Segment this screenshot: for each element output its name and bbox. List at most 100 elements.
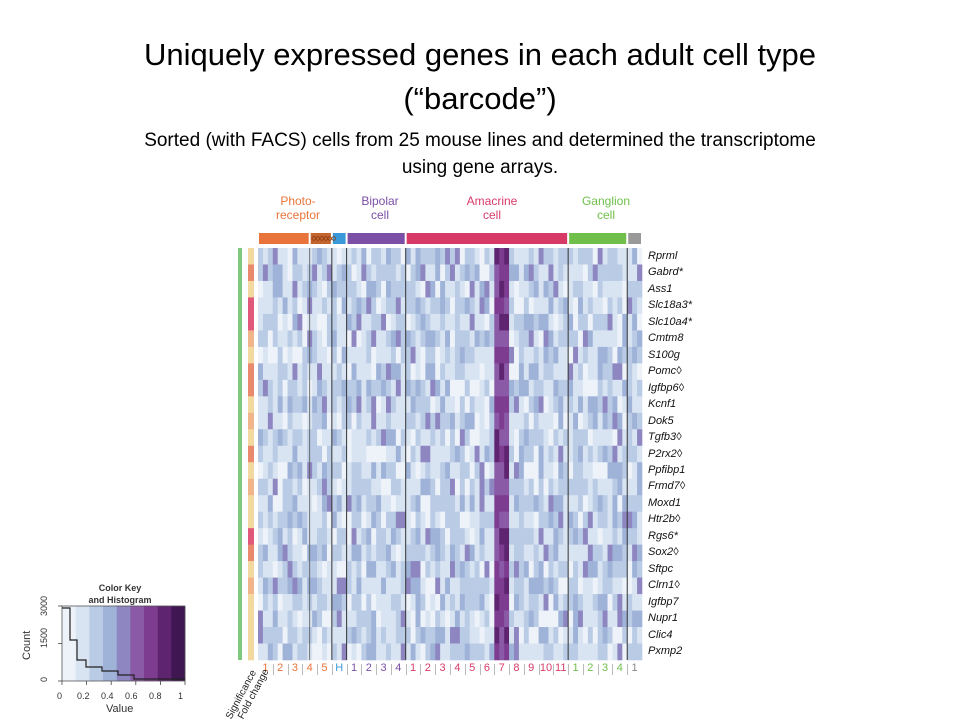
heatmap-cell	[528, 363, 534, 381]
heatmap-cell	[262, 297, 269, 315]
heatmap-cell	[582, 445, 589, 463]
heatmap-cell	[272, 297, 278, 315]
heatmap-cell	[514, 412, 520, 430]
heatmap-cell	[322, 445, 328, 463]
heatmap-cell	[297, 346, 303, 364]
heatmap-cell	[331, 511, 338, 529]
heatmap-cell	[450, 643, 456, 661]
heatmap-cell	[553, 396, 559, 414]
heatmap-cell	[336, 248, 342, 265]
heatmap-cell	[351, 577, 357, 595]
heatmap-cell	[479, 346, 485, 364]
heatmap-cell	[312, 363, 318, 381]
heatmap-cell	[469, 412, 475, 430]
heatmap-cell	[440, 412, 446, 430]
heatmap-cell	[469, 495, 475, 512]
heatmap-cell	[533, 445, 539, 463]
heatmap-cell	[336, 412, 342, 430]
heatmap-cell	[459, 627, 466, 644]
heatmap-cell	[504, 248, 510, 265]
heatmap-cell	[602, 280, 608, 298]
heatmap-cell	[479, 627, 485, 644]
heatmap-cell	[553, 561, 559, 578]
heatmap-cell	[405, 462, 411, 480]
heatmap-cell	[504, 495, 510, 512]
heatmap-cell	[331, 495, 338, 512]
heatmap-cell	[287, 248, 293, 265]
heatmap-cell	[607, 643, 613, 661]
column-number-label: 1	[262, 662, 269, 674]
heatmap-cell	[287, 313, 293, 331]
heatmap-cell	[553, 379, 559, 397]
heatmap-cell	[381, 610, 387, 628]
heatmap-cell	[425, 379, 431, 397]
heatmap-cell	[587, 528, 594, 545]
heatmap-cell	[592, 627, 598, 644]
heatmap-cell	[528, 330, 534, 348]
heatmap-cell	[435, 445, 441, 463]
heatmap-cell	[341, 462, 347, 480]
heatmap-cell	[454, 445, 461, 463]
heatmap-cell	[533, 379, 539, 397]
column-number-label: 2	[587, 662, 594, 674]
heatmap-cell	[267, 627, 274, 644]
heatmap-cell	[538, 627, 544, 644]
heatmap-cell	[637, 544, 643, 562]
heatmap-cell	[587, 280, 594, 298]
heatmap-cell	[331, 396, 338, 414]
heatmap-cell	[356, 429, 362, 447]
heatmap-cell	[494, 445, 500, 463]
heatmap-cell	[386, 627, 392, 644]
heatmap-cell	[587, 412, 594, 430]
heatmap-cell	[587, 544, 594, 562]
heatmap-cell	[317, 495, 323, 512]
heatmap-cell	[410, 495, 416, 512]
heatmap-cell	[326, 280, 333, 298]
heatmap-cell	[464, 610, 470, 628]
heatmap-cell	[262, 478, 269, 496]
heatmap-cell	[400, 346, 406, 364]
heatmap-cell	[464, 396, 470, 414]
fold-change-cell	[248, 297, 254, 315]
heatmap-cell	[592, 264, 598, 282]
heatmap-cell	[395, 561, 402, 578]
heatmap-cell	[568, 280, 574, 298]
heatmap-cell	[425, 610, 431, 628]
heatmap-cell	[543, 610, 549, 628]
heatmap-cell	[440, 396, 446, 414]
heatmap-cell	[627, 528, 633, 545]
heatmap-cell	[361, 544, 367, 562]
heatmap-cell	[361, 478, 367, 496]
heatmap-cell	[282, 511, 288, 529]
heatmap-cell	[523, 346, 530, 364]
heatmap-cell	[568, 528, 574, 545]
heatmap-cell	[607, 346, 613, 364]
heatmap-cell	[538, 363, 544, 381]
heatmap-cell	[415, 313, 421, 331]
heatmap-cell	[592, 544, 598, 562]
heatmap-cell	[607, 610, 613, 628]
heatmap-cell	[351, 264, 357, 282]
heatmap-cell	[292, 248, 298, 265]
heatmap-cell	[558, 445, 564, 463]
heatmap-cell	[351, 445, 357, 463]
heatmap-cell	[568, 462, 574, 480]
heatmap-cell	[346, 363, 352, 381]
heatmap-cell	[336, 544, 342, 562]
heatmap-cell	[494, 297, 500, 315]
heatmap-cell	[272, 264, 278, 282]
heatmap-cell	[376, 313, 382, 331]
heatmap-cell	[258, 478, 264, 496]
heatmap-cell	[258, 610, 264, 628]
heatmap-cell	[346, 495, 352, 512]
heatmap-cell	[415, 610, 421, 628]
heatmap-cell	[627, 248, 633, 265]
heatmap-cell	[258, 511, 264, 529]
heatmap-cell	[371, 396, 377, 414]
heatmap-cell	[450, 478, 456, 496]
heatmap-cell	[592, 478, 598, 496]
heatmap-cell	[499, 280, 505, 298]
heatmap-cell	[390, 346, 397, 364]
heatmap-cell	[528, 544, 534, 562]
heatmap-cell	[366, 313, 372, 331]
